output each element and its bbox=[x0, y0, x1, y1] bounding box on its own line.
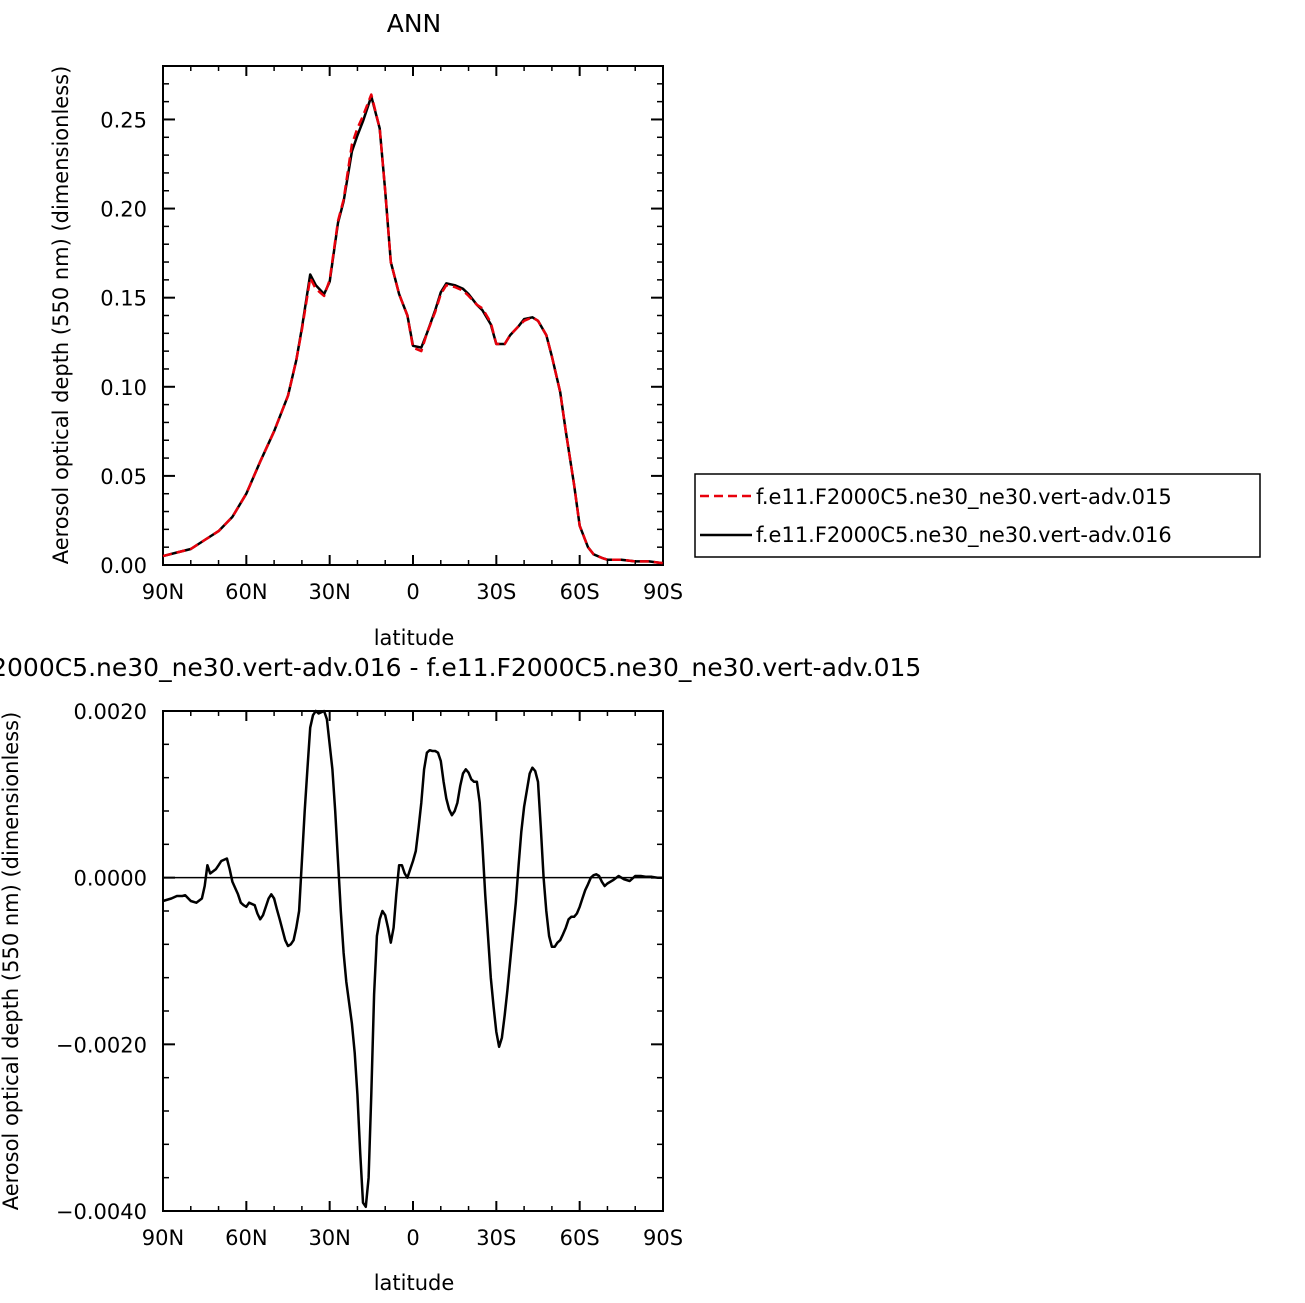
x-tick-label: 60S bbox=[560, 1226, 600, 1250]
chart-title: ANN bbox=[387, 9, 442, 38]
chart-title: f.e11.F2000C5.ne30_ne30.vert-adv.016 - f… bbox=[0, 653, 921, 682]
series-line-1 bbox=[162, 93, 664, 565]
x-tick-label: 30S bbox=[476, 580, 516, 604]
panel-bottom: f.e11.F2000C5.ne30_ne30.vert-adv.016 - f… bbox=[0, 653, 921, 1295]
x-axis-label: latitude bbox=[374, 1271, 455, 1295]
y-axis-label: Aerosol optical depth (550 nm) (dimensio… bbox=[49, 66, 73, 565]
panel-top: ANN latitude Aerosol optical depth (550 … bbox=[49, 9, 683, 650]
legend: f.e11.F2000C5.ne30_ne30.vert-adv.015 f.e… bbox=[694, 473, 1261, 558]
x-tick-label: 60N bbox=[225, 580, 267, 604]
plot-frame bbox=[162, 710, 664, 1212]
plot-area: 90N 60N 30N 0 30S 60S 90S −0.0040 −0.0020 0.0000 0… bbox=[56, 700, 683, 1250]
x-tick-label: 30S bbox=[476, 1226, 516, 1250]
series-line-1 bbox=[162, 709, 663, 1209]
x-tick-label: 90N bbox=[142, 580, 184, 604]
legend-label-series-2: f.e11.F2000C5.ne30_ne30.vert-adv.016 bbox=[756, 523, 1172, 548]
series-line-2 bbox=[162, 95, 664, 565]
y-tick-label: 0.25 bbox=[100, 108, 147, 132]
y-tick-label: 0.0000 bbox=[74, 867, 147, 891]
x-tick-label: 0 bbox=[406, 1226, 419, 1250]
y-tick-label: 0.0020 bbox=[74, 700, 147, 724]
legend-box bbox=[694, 473, 1261, 558]
y-tick-label: 0.20 bbox=[100, 198, 147, 222]
y-tick-label: 0.15 bbox=[100, 287, 147, 311]
x-tick-label: 60N bbox=[225, 1226, 267, 1250]
plot-frame bbox=[162, 65, 664, 566]
x-tick-label: 30N bbox=[308, 1226, 350, 1250]
y-tick-label: 0.10 bbox=[100, 376, 147, 400]
y-axis-label: Aerosol optical depth (550 nm) (dimensio… bbox=[0, 712, 23, 1211]
y-tick-label: −0.0020 bbox=[56, 1033, 147, 1057]
x-tick-label: 90S bbox=[643, 580, 683, 604]
x-tick-label: 90S bbox=[643, 1226, 683, 1250]
y-tick-label: 0.05 bbox=[100, 465, 147, 489]
x-tick-label: 0 bbox=[406, 580, 419, 604]
x-axis-label: latitude bbox=[374, 626, 455, 650]
y-tick-label: −0.0040 bbox=[56, 1200, 147, 1224]
y-tick-label: 0.00 bbox=[100, 554, 147, 578]
plot-area: 90N 60N 30N 0 30S 60S 90S 0.00 0.05 0.10 0.15 0.20 0… bbox=[100, 65, 683, 604]
legend-label-series-1: f.e11.F2000C5.ne30_ne30.vert-adv.015 bbox=[756, 485, 1172, 510]
x-tick-label: 60S bbox=[560, 580, 600, 604]
x-tick-label: 30N bbox=[308, 580, 350, 604]
x-tick-label: 90N bbox=[142, 1226, 184, 1250]
